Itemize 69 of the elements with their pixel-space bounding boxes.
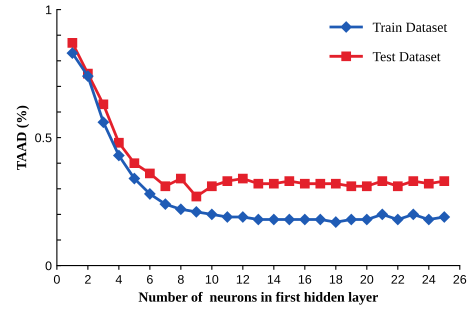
y-axis-title: TAAD (%) bbox=[16, 106, 30, 170]
point bbox=[206, 181, 217, 192]
point bbox=[82, 70, 94, 82]
x-axis-title: Number of neurons in first hidden layer bbox=[138, 292, 378, 305]
point bbox=[362, 181, 372, 192]
point bbox=[130, 158, 140, 168]
legend-label: Train Dataset bbox=[372, 22, 448, 32]
point bbox=[346, 214, 357, 226]
point bbox=[284, 214, 295, 226]
point bbox=[423, 214, 434, 226]
x-tick-label: 20 bbox=[360, 274, 374, 284]
point bbox=[222, 176, 232, 186]
point bbox=[68, 38, 78, 48]
point bbox=[175, 204, 186, 215]
y-tick-label: 0.5 bbox=[35, 133, 52, 142]
point bbox=[392, 214, 404, 226]
point bbox=[191, 192, 202, 202]
point bbox=[190, 206, 202, 218]
point bbox=[439, 176, 450, 186]
point bbox=[222, 211, 233, 223]
x-tick-label: 18 bbox=[330, 274, 342, 284]
x-tick-label: 22 bbox=[391, 274, 404, 284]
x-tick-label: 24 bbox=[422, 274, 436, 284]
point bbox=[424, 178, 434, 189]
point bbox=[299, 214, 310, 226]
x-tick-label: 14 bbox=[268, 275, 280, 284]
point bbox=[361, 214, 372, 226]
x-tick-label: 12 bbox=[236, 274, 250, 284]
point bbox=[408, 208, 419, 220]
point bbox=[128, 172, 140, 184]
point bbox=[330, 216, 342, 228]
point bbox=[237, 211, 248, 223]
point bbox=[284, 176, 294, 186]
x-tick-label: 16 bbox=[298, 274, 312, 284]
point bbox=[408, 176, 418, 186]
point bbox=[315, 178, 326, 189]
point bbox=[144, 168, 155, 178]
point bbox=[66, 48, 78, 59]
point bbox=[377, 176, 388, 186]
x-tick-label: 8 bbox=[178, 274, 184, 284]
point bbox=[268, 214, 280, 226]
x-tick-label: 10 bbox=[206, 274, 218, 284]
y-tick-label: 0 bbox=[46, 261, 52, 270]
point bbox=[144, 188, 156, 200]
point bbox=[160, 198, 171, 210]
point bbox=[376, 208, 388, 220]
x-tick-label: 0 bbox=[54, 274, 60, 284]
legend-label: Test Dataset bbox=[372, 52, 441, 62]
point bbox=[206, 208, 218, 220]
point bbox=[438, 211, 450, 223]
x-tick-label: 4 bbox=[116, 275, 122, 284]
point bbox=[238, 174, 248, 184]
point bbox=[300, 178, 310, 189]
point bbox=[113, 150, 124, 162]
point bbox=[98, 99, 108, 110]
point bbox=[176, 174, 186, 184]
point bbox=[330, 178, 341, 189]
x-tick-label: 6 bbox=[147, 274, 153, 284]
x-tick-label: 2 bbox=[85, 274, 91, 284]
point bbox=[253, 178, 264, 189]
point bbox=[392, 181, 403, 192]
point bbox=[314, 214, 326, 226]
y-tick-label: 1 bbox=[46, 6, 52, 14]
point bbox=[268, 178, 279, 189]
point bbox=[346, 181, 356, 192]
point bbox=[98, 116, 109, 128]
point bbox=[252, 214, 264, 226]
point bbox=[160, 181, 170, 192]
x-tick-label: 26 bbox=[453, 274, 466, 284]
